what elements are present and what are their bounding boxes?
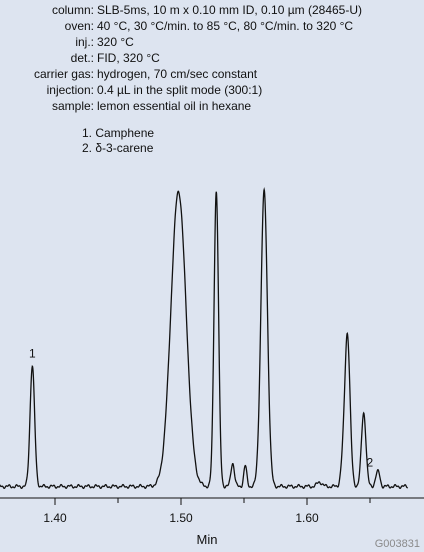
peak-labels: 12 <box>29 347 374 470</box>
x-tick-label: 1.40 <box>43 511 67 525</box>
condition-row: inj.: 320 °C <box>0 34 424 50</box>
x-tick-label: 1.60 <box>295 511 319 525</box>
condition-value: 0.4 µL in the split mode (300:1) <box>97 83 263 97</box>
condition-label: column: <box>51 3 94 17</box>
figure-id: G003831 <box>374 538 420 550</box>
x-axis-ticks: 1.40 1.50 1.60 <box>43 498 371 525</box>
condition-label: det.: <box>70 51 94 65</box>
condition-row: oven: 40 °C, 30 °C/min. to 85 °C, 80 °C/m… <box>0 18 424 34</box>
condition-row: det.: FID, 320 °C <box>0 50 424 66</box>
peak-label: 1 <box>29 347 36 361</box>
condition-value: hydrogen, 70 cm/sec constant <box>97 67 258 81</box>
peak-legend: 1. Camphene 2. δ-3-carene <box>82 126 154 156</box>
condition-row: column: SLB-5ms, 10 m x 0.10 mm ID, 0.10 … <box>0 2 424 18</box>
condition-value: SLB-5ms, 10 m x 0.10 mm ID, 0.10 µm (284… <box>97 3 363 17</box>
condition-label: inj.: <box>75 35 94 49</box>
condition-row: injection: 0.4 µL in the split mode (300:… <box>0 82 424 98</box>
chromatogram-trace <box>0 187 409 490</box>
x-axis-label: Min <box>197 532 218 547</box>
peak-legend-item: 1. Camphene <box>82 126 155 140</box>
condition-label: sample: <box>51 99 94 113</box>
condition-value: lemon essential oil in hexane <box>97 99 252 113</box>
condition-label: carrier gas: <box>33 67 94 81</box>
condition-row: sample: lemon essential oil in hexane <box>0 98 424 114</box>
condition-label: injection: <box>46 83 94 97</box>
peak-label: 2 <box>366 456 373 470</box>
condition-value: FID, 320 °C <box>97 51 160 65</box>
condition-label: oven: <box>64 19 94 33</box>
conditions-block: column: SLB-5ms, 10 m x 0.10 mm ID, 0.10 … <box>0 2 424 114</box>
condition-value: 40 °C, 30 °C/min. to 85 °C, 80 °C/min. t… <box>97 19 354 33</box>
x-tick-label: 1.50 <box>169 511 193 525</box>
condition-row: carrier gas: hydrogen, 70 cm/sec constant <box>0 66 424 82</box>
condition-value: 320 °C <box>97 35 134 49</box>
peak-legend-item: 2. δ-3-carene <box>82 141 154 155</box>
